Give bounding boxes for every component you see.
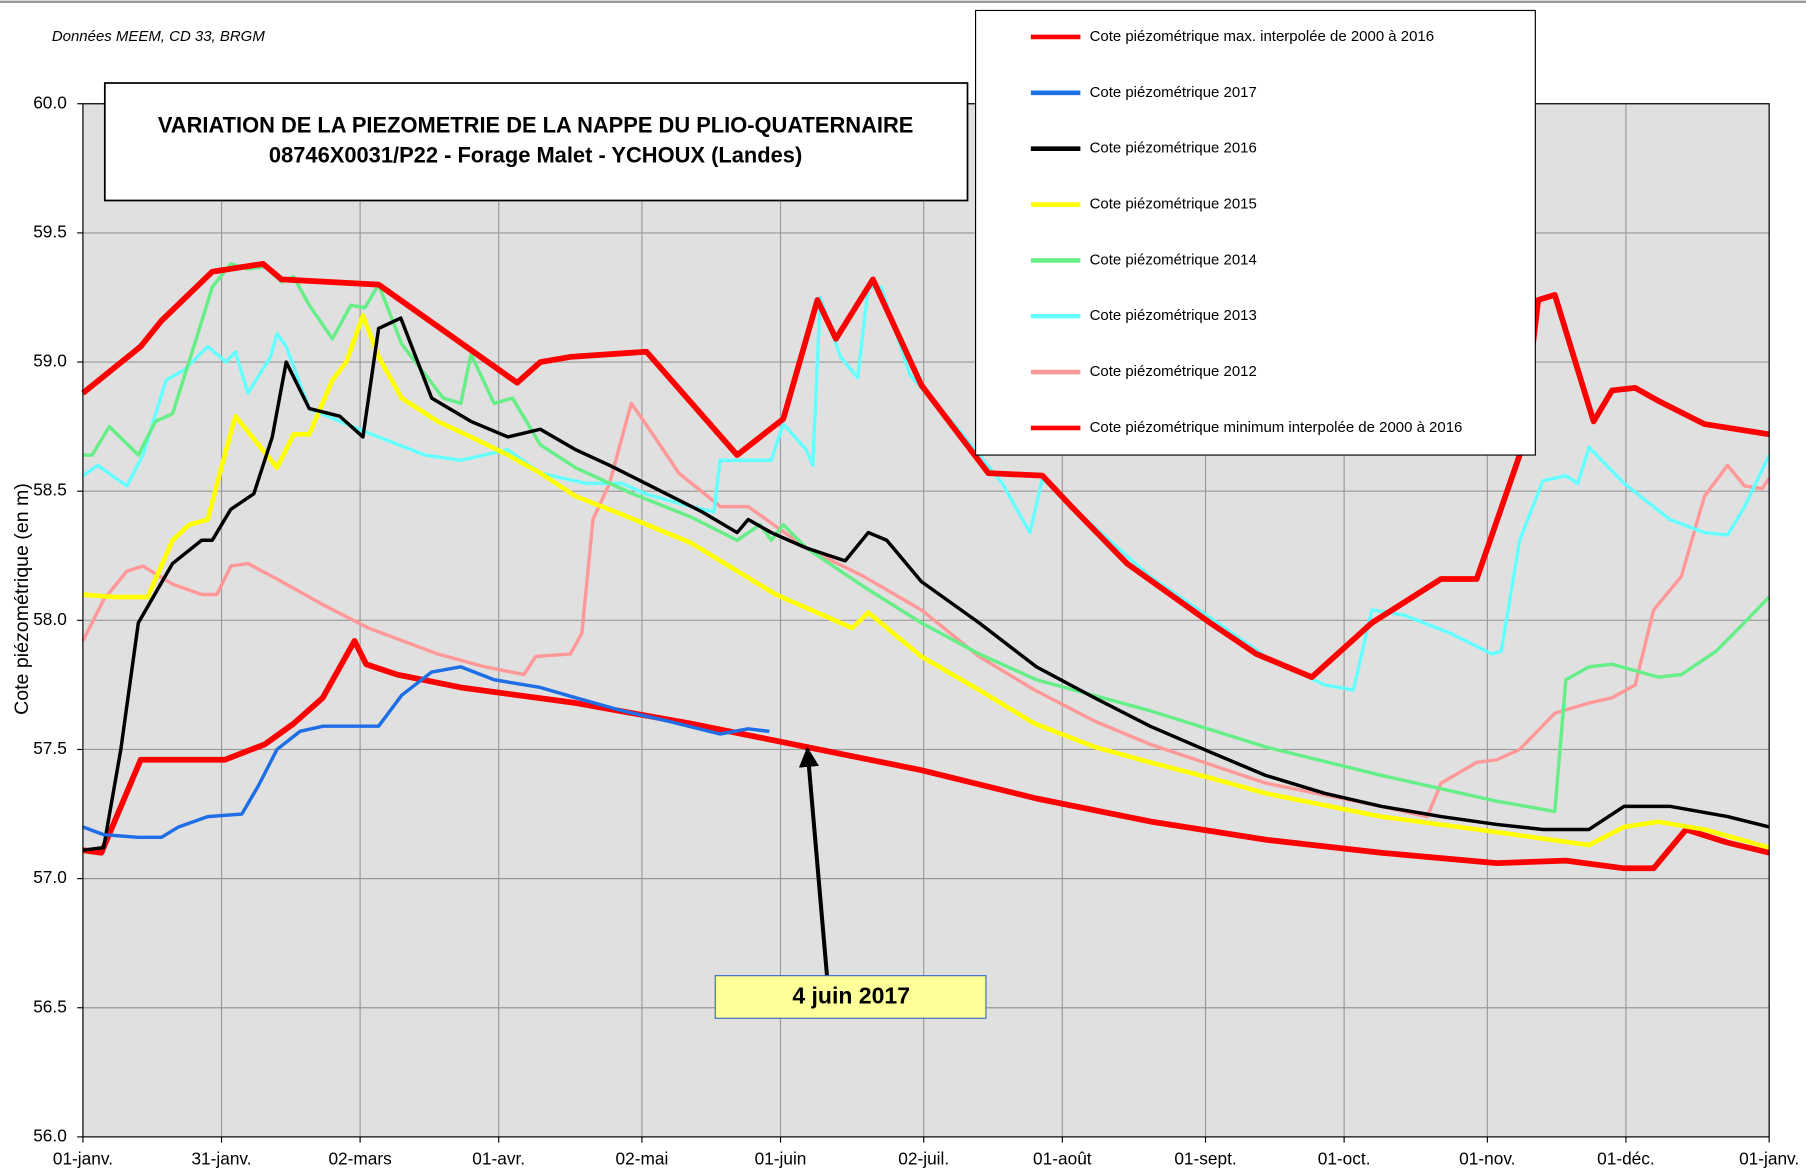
x-tick-label: 01-nov. (1459, 1149, 1515, 1169)
chart-title: VARIATION DE LA PIEZOMETRIE DE LA NAPPE … (158, 113, 914, 138)
y-axis-label: Cote piézométrique (en m) (11, 483, 33, 715)
y-tick-label: 60.0 (33, 92, 67, 112)
x-tick-label: 02-juil. (898, 1149, 949, 1169)
legend-label: Cote piézométrique 2012 (1090, 363, 1257, 380)
legend-label: Cote piézométrique 2017 (1090, 84, 1257, 101)
series-line (81, 260, 1770, 680)
x-tick-label: 01-sept. (1174, 1149, 1236, 1169)
annotation-box (714, 975, 987, 1019)
x-tick-label: 02-mai (616, 1149, 669, 1169)
y-tick-label: 58.5 (33, 480, 67, 500)
legend-box (974, 9, 1536, 456)
series-line (81, 401, 1771, 819)
x-tick-label: 01-août (1033, 1149, 1092, 1169)
axes: 56.0 56.5 57.0 57.5 58.0 58.5 59.0 59.5 60.0 01-j… (33, 92, 1799, 1168)
chart-subtitle: 08746X0031/P22 - Forage Malet - YCHOUX (… (269, 143, 802, 168)
series-line (82, 316, 1770, 852)
x-tick-label: 31-janv. (191, 1149, 251, 1169)
legend-label: Cote piézométrique 2016 (1090, 140, 1257, 157)
legend-label: Cote piézométrique minimum interpolée de… (1090, 419, 1463, 436)
x-tick-label: 01-déc. (1597, 1149, 1655, 1169)
series-line (82, 262, 1771, 814)
y-tick-label: 59.5 (33, 221, 67, 241)
source-note: Données MEEM, CD 33, BRGM (52, 28, 265, 45)
series-line (82, 313, 1770, 850)
y-tick-label: 57.5 (33, 738, 67, 758)
x-tick-label: 01-avr. (472, 1149, 525, 1169)
x-tick-label: 01-janv. (53, 1149, 113, 1169)
title-box (103, 82, 969, 202)
legend-label: Cote piézométrique max. interpolée de 20… (1090, 28, 1435, 45)
x-tick-label: 01-oct. (1318, 1149, 1371, 1169)
x-tick-label: 01-janv. (1739, 1149, 1799, 1169)
x-tick-label: 01-juin (755, 1149, 807, 1169)
annotation-arrow (798, 746, 829, 976)
y-tick-label: 57.0 (33, 867, 67, 887)
series-line (82, 638, 1770, 872)
legend-label: Cote piézométrique 2013 (1090, 307, 1257, 324)
legend-label: Cote piézométrique 2014 (1090, 251, 1257, 268)
x-tick-label: 02-mars (328, 1149, 392, 1169)
legend: Cote piézométrique max. interpolée de 20… (1030, 28, 1463, 436)
series-line (81, 285, 1771, 692)
y-tick-label: 58.0 (33, 609, 67, 629)
y-tick-label: 56.5 (33, 996, 67, 1016)
annotation-text: 4 juin 2017 (792, 983, 910, 1009)
lines (81, 260, 1771, 872)
series-line (82, 665, 770, 840)
y-tick-label: 59.0 (33, 351, 67, 371)
y-tick-label: 56.0 (33, 1125, 67, 1145)
legend-label: Cote piézométrique 2015 (1090, 195, 1257, 212)
